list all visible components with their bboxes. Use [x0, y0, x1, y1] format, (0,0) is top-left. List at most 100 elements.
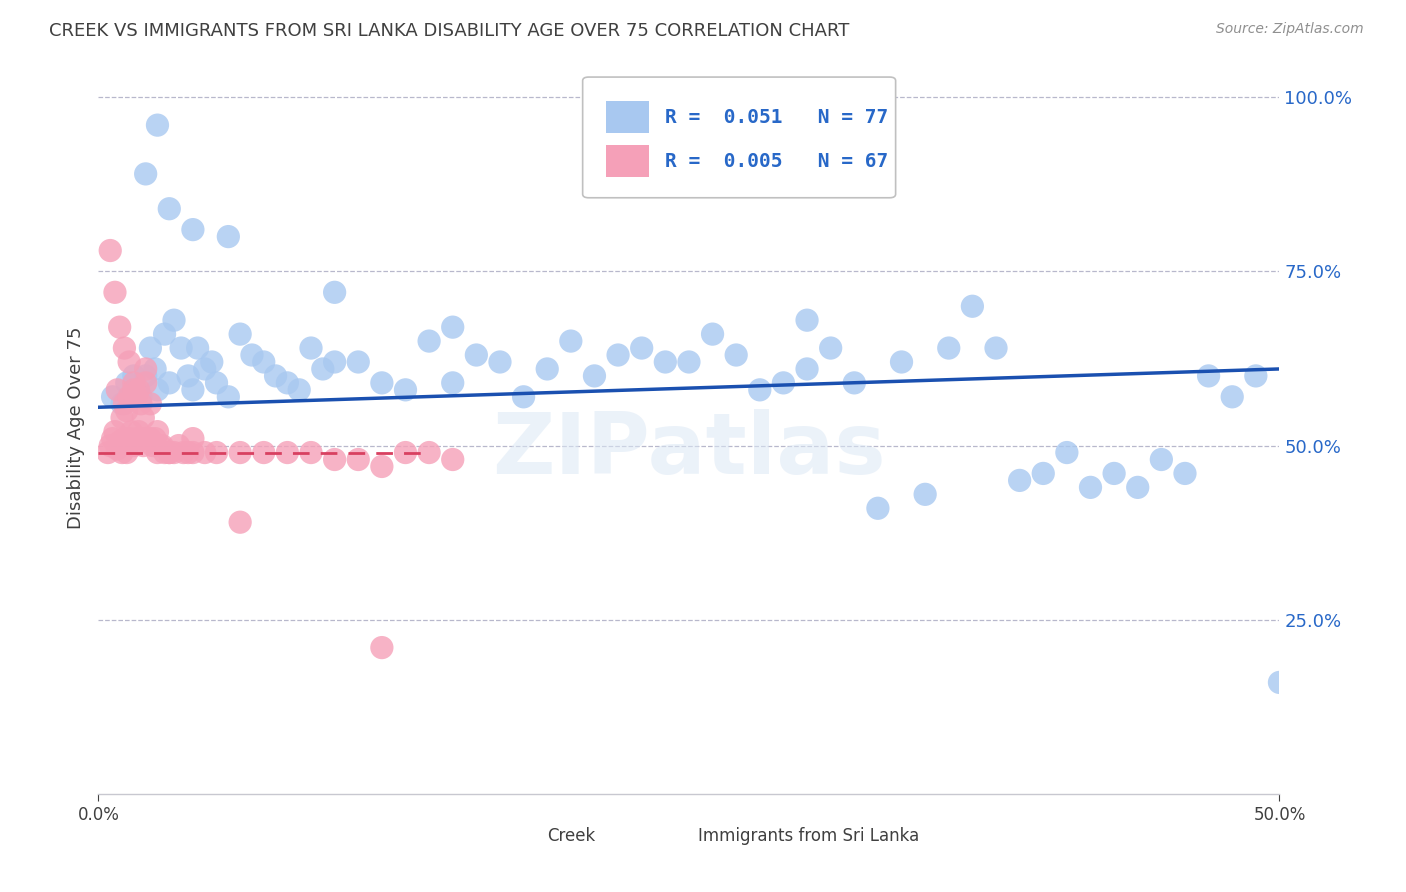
Point [122, 368, 145, 383]
Point [177, 368, 200, 383]
Point [347, 355, 370, 369]
Point [441, 452, 464, 467]
Point [177, 445, 200, 459]
Point [101, 390, 124, 404]
Point [115, 403, 138, 417]
Point [229, 515, 252, 529]
Point [630, 341, 652, 355]
Point [536, 362, 558, 376]
Point [111, 445, 134, 459]
Point [702, 327, 724, 342]
Point [938, 341, 960, 355]
Point [135, 368, 157, 383]
Point [98, 244, 121, 258]
Point [347, 452, 370, 467]
Point [1008, 474, 1031, 488]
Point [132, 439, 155, 453]
Point [890, 355, 912, 369]
Point [163, 313, 186, 327]
Point [157, 445, 180, 459]
Point [583, 368, 606, 383]
Point [125, 432, 148, 446]
Point [153, 327, 176, 342]
Point [796, 313, 818, 327]
Point [132, 410, 155, 425]
Point [1032, 467, 1054, 481]
Point [122, 376, 145, 390]
Bar [606, 101, 648, 134]
Point [150, 439, 173, 453]
Point [129, 397, 152, 411]
Point [101, 432, 124, 446]
Point [725, 348, 748, 362]
Point [135, 167, 157, 181]
Point [1080, 480, 1102, 494]
Point [1220, 390, 1243, 404]
Point [170, 341, 193, 355]
Point [118, 432, 141, 446]
Point [914, 487, 936, 501]
Text: R =  0.051   N = 77: R = 0.051 N = 77 [665, 108, 889, 127]
Point [418, 445, 440, 459]
Point [136, 432, 159, 446]
Point [187, 341, 209, 355]
Point [276, 376, 298, 390]
Point [172, 445, 194, 459]
Point [796, 362, 818, 376]
Text: CREEK VS IMMIGRANTS FROM SRI LANKA DISABILITY AGE OVER 75 CORRELATION CHART: CREEK VS IMMIGRANTS FROM SRI LANKA DISAB… [49, 22, 849, 40]
Point [112, 397, 135, 411]
Point [820, 341, 842, 355]
Point [105, 383, 128, 397]
Point [163, 445, 186, 459]
Point [139, 341, 162, 355]
Point [323, 452, 346, 467]
Point [115, 445, 138, 459]
Point [135, 432, 157, 446]
Point [1150, 452, 1173, 467]
Point [654, 355, 676, 369]
Point [118, 355, 141, 369]
Point [167, 439, 190, 453]
Point [108, 320, 131, 334]
Point [129, 390, 152, 404]
Point [146, 383, 169, 397]
Point [146, 445, 169, 459]
Point [418, 334, 440, 348]
Point [962, 299, 984, 313]
Point [240, 348, 263, 362]
Point [1102, 467, 1125, 481]
Point [112, 432, 135, 446]
Point [1174, 467, 1197, 481]
Point [217, 390, 239, 404]
FancyBboxPatch shape [582, 77, 896, 198]
Point [441, 376, 464, 390]
Point [678, 355, 700, 369]
Point [104, 425, 127, 439]
Point [205, 445, 228, 459]
Point [371, 640, 394, 655]
Point [229, 445, 252, 459]
Point [128, 425, 150, 439]
Point [1244, 368, 1267, 383]
Text: Source: ZipAtlas.com: Source: ZipAtlas.com [1216, 22, 1364, 37]
Point [122, 383, 145, 397]
Point [276, 445, 298, 459]
Point [194, 445, 217, 459]
Point [108, 435, 131, 450]
Point [489, 355, 512, 369]
Point [323, 285, 346, 300]
Point [441, 320, 464, 334]
Point [323, 355, 346, 369]
Point [201, 355, 224, 369]
Text: Creek: Creek [547, 827, 596, 846]
Point [299, 341, 322, 355]
Point [139, 432, 162, 446]
Point [607, 348, 630, 362]
Text: R =  0.005   N = 67: R = 0.005 N = 67 [665, 152, 889, 170]
Point [111, 397, 134, 411]
Point [299, 445, 322, 459]
Point [98, 439, 121, 453]
Point [105, 442, 128, 456]
Point [157, 202, 180, 216]
Point [1126, 480, 1149, 494]
